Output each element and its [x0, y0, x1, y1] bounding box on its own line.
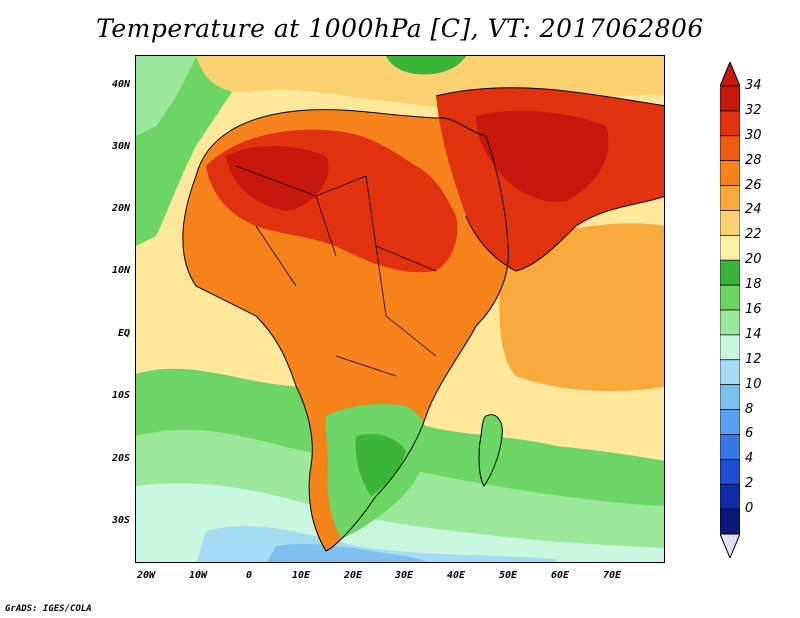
map-title: Temperature at 1000hPa [C], VT: 20170628…	[96, 14, 704, 43]
arabia-peak	[476, 110, 609, 202]
country-borders	[235, 165, 437, 377]
colorbar-tick-label: 22	[745, 227, 762, 243]
indian-ocean-warm	[499, 223, 664, 392]
colorbar-band	[720, 110, 740, 137]
colorbar-tick-label: 20	[745, 252, 762, 268]
southern-africa-core	[355, 434, 406, 496]
colorbar-top-arrow	[720, 62, 740, 87]
lon-label-0: 0	[245, 570, 253, 581]
colorbar-band	[720, 259, 740, 286]
colorbar-band	[720, 185, 740, 211]
africa-coastline	[182, 109, 509, 552]
lon-label-60e: 60E	[550, 570, 570, 581]
lon-label-10w: 10W	[188, 570, 208, 581]
colorbar-tick-label: 14	[745, 326, 762, 342]
lon-label-50e: 50E	[498, 570, 518, 581]
map-panel	[135, 55, 665, 563]
colorbar-band	[720, 483, 740, 510]
colorbar-band	[720, 458, 740, 485]
colorbar-tick-label: 0	[745, 501, 754, 517]
colorbar-band	[720, 384, 740, 410]
temperature-field	[136, 56, 664, 562]
colorbar-tick-label: 26	[745, 177, 762, 193]
lat-label-10s: 10S	[111, 390, 130, 401]
colorbar-band	[720, 409, 740, 435]
colorbar-tick-label: 4	[745, 451, 754, 467]
colorbar-tick-label: 30	[745, 127, 762, 143]
colorbar-tick-label: 16	[745, 302, 762, 317]
colorbar-band	[720, 434, 740, 460]
lat-label-eq: EQ	[117, 328, 130, 339]
lon-label-20w: 20W	[136, 570, 156, 581]
colorbar-tick-label: 34	[745, 78, 762, 93]
lon-label-10e: 10E	[291, 570, 311, 581]
colorbar-band	[720, 334, 740, 361]
colorbar-band	[720, 309, 740, 336]
lat-label-20s: 20S	[111, 453, 130, 464]
colorbar-tick-label: 10	[745, 376, 762, 392]
colorbar	[720, 62, 740, 558]
lon-label-20e: 20E	[343, 570, 363, 581]
lon-label-70e: 70E	[602, 570, 622, 581]
lat-label-30s: 30S	[111, 515, 130, 526]
atlantic-cooler	[136, 56, 196, 136]
cool-band-10	[267, 543, 429, 562]
grads-credit: GrADS: IGES/COLA	[5, 604, 92, 614]
colorbar-tick-label: 8	[745, 401, 754, 417]
colorbar-tick-label: 28	[745, 152, 762, 168]
colorbar-band	[720, 359, 740, 386]
lon-label-40e: 40E	[446, 570, 466, 581]
colorbar-tick-label: 2	[745, 476, 754, 492]
colorbar-band	[720, 85, 740, 112]
colorbar-band	[720, 234, 740, 261]
colorbar-band	[720, 210, 740, 236]
lat-label-20n: 20N	[111, 203, 130, 214]
lat-label-40n: 40N	[111, 79, 130, 90]
madagascar	[478, 414, 503, 487]
sahara-peak	[226, 145, 329, 211]
colorbar-band	[720, 508, 740, 535]
europe-cool	[386, 56, 466, 75]
lat-label-10n: 10N	[111, 265, 130, 276]
colorbar-band	[720, 135, 740, 162]
lat-label-30n: 30N	[111, 141, 130, 152]
colorbar-tick-label: 6	[745, 426, 754, 442]
arabia-coastline	[435, 87, 664, 272]
colorbar-band	[720, 160, 740, 186]
colorbar-tick-label: 18	[745, 277, 762, 293]
colorbar-bottom-arrow	[720, 533, 740, 558]
lon-label-30e: 30E	[394, 570, 414, 581]
colorbar-band	[720, 284, 740, 311]
colorbar-tick-label: 32	[745, 102, 762, 118]
colorbar-tick-label: 12	[745, 351, 762, 367]
colorbar-tick-label: 24	[745, 202, 762, 218]
